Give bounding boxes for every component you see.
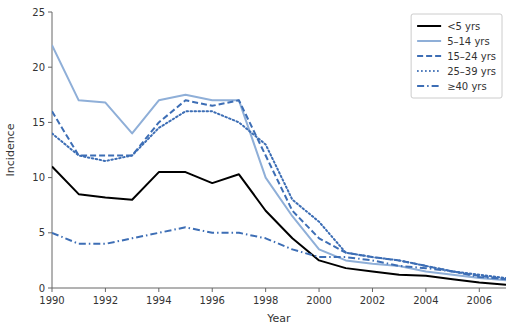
y-tick-label: 5 [39,227,45,238]
x-tick-label: 1994 [146,295,171,306]
x-tick-label: 2004 [413,295,438,306]
x-tick [158,288,159,292]
y-tick-label: 0 [39,283,45,294]
y-tick [48,177,52,178]
legend: <5 yrs 5–14 yrs 15–24 yrs 25–39 yrs ≥40 yrs [411,14,502,98]
series-line [52,100,506,279]
legend-swatch [417,25,441,27]
legend-label: ≥40 yrs [447,81,487,92]
x-tick-label: 1998 [253,295,278,306]
y-axis-line [52,12,53,288]
y-tick-label: 10 [32,172,45,183]
legend-label: 15–24 yrs [447,51,496,62]
x-tick [52,288,53,292]
legend-swatch [417,70,441,72]
x-tick-label: 2006 [467,295,492,306]
y-tick [48,122,52,123]
x-tick-label: 2000 [306,295,331,306]
x-axis-label: Year [266,312,291,325]
y-tick-label: 15 [32,117,45,128]
y-tick [48,12,52,13]
series-line [52,111,506,278]
x-tick [319,288,320,292]
x-tick-label: 1990 [39,295,64,306]
y-tick [48,67,52,68]
x-tick [212,288,213,292]
x-tick-label: 1992 [93,295,118,306]
x-tick-label: 2002 [360,295,385,306]
legend-swatch [417,40,441,42]
legend-label: <5 yrs [447,21,480,32]
y-tick-label: 20 [32,62,45,73]
legend-swatch [417,85,441,87]
x-tick [105,288,106,292]
chart: 1990 1992 1994 1996 1998 2000 2002 2004 2006 0 5 10… [0,0,520,330]
legend-box [411,14,502,98]
x-tick-label: 1996 [200,295,225,306]
page: {"chart_data": { "type": "line", "xlabel… [0,0,520,330]
legend-label: 5–14 yrs [447,36,490,47]
y-axis-label: Incidence [4,123,17,176]
x-tick [265,288,266,292]
x-tick [479,288,480,292]
legend-swatch [417,55,441,57]
legend-label: 25–39 yrs [447,66,496,77]
y-tick [48,232,52,233]
x-axis-line [52,288,506,289]
y-tick-label: 25 [32,7,45,18]
axes: 1990 1992 1994 1996 1998 2000 2002 2004 2006 0 5 10… [32,7,506,307]
x-tick [425,288,426,292]
y-tick [48,288,52,289]
x-tick [372,288,373,292]
series-line [52,227,506,279]
